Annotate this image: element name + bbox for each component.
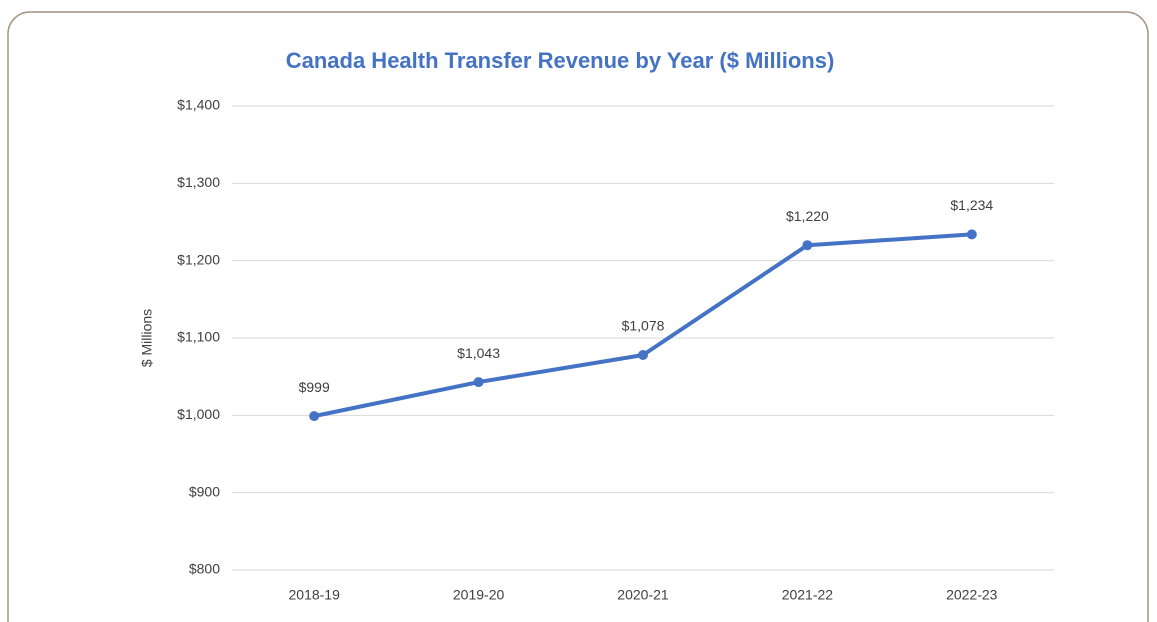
y-tick-label: $1,200 bbox=[177, 251, 220, 267]
y-tick-label: $1,300 bbox=[177, 174, 220, 190]
y-tick-label: $1,100 bbox=[177, 329, 220, 345]
y-tick-label: $900 bbox=[189, 483, 220, 499]
point bbox=[309, 411, 320, 422]
y-tick-label: $1,000 bbox=[177, 406, 220, 422]
point bbox=[966, 229, 977, 240]
data-label: $1,078 bbox=[622, 318, 665, 334]
data-label: $999 bbox=[299, 379, 330, 395]
x-tick-label: 2022-23 bbox=[946, 587, 998, 603]
y-axis-label: $ Millions bbox=[139, 309, 155, 367]
point bbox=[473, 377, 484, 388]
chart-frame bbox=[7, 11, 1149, 622]
point bbox=[802, 240, 813, 251]
x-tick-label: 2018-19 bbox=[289, 587, 341, 603]
data-label: $1,234 bbox=[950, 197, 993, 213]
y-tick-label: $800 bbox=[189, 561, 220, 577]
point bbox=[638, 350, 648, 361]
x-tick-label: 2021-22 bbox=[782, 587, 834, 603]
y-tick-label: $1,400 bbox=[177, 97, 220, 113]
x-tick-label: 2020-21 bbox=[617, 587, 669, 603]
data-label: $1,220 bbox=[786, 208, 829, 224]
x-tick-label: 2019-20 bbox=[453, 587, 505, 603]
data-label: $1,043 bbox=[457, 345, 500, 361]
chart-title: Canada Health Transfer Revenue by Year (… bbox=[286, 48, 835, 73]
